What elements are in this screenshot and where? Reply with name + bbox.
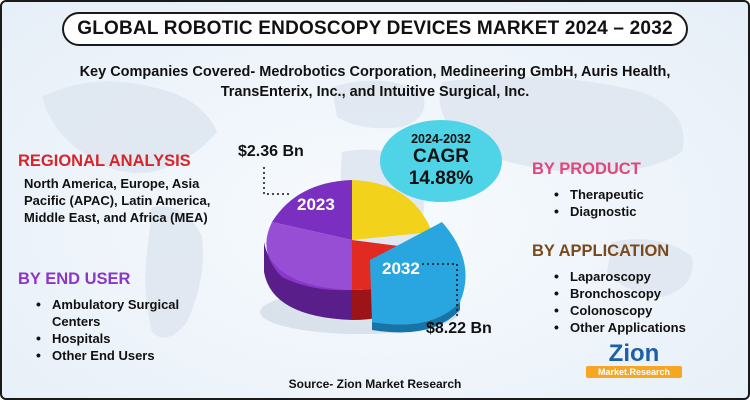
source-note: Source- Zion Market Research [288,377,462,391]
logo-subtitle: Market.Research [586,366,682,378]
list-item: Other End Users [34,347,214,364]
by-application-list: Laparoscopy Bronchoscopy Colonoscopy Oth… [552,268,722,336]
key-companies: Key Companies Covered- Medrobotics Corpo… [22,62,728,102]
pie-slice-blue [370,222,466,325]
logo-name: Zion [608,340,660,367]
regional-analysis-heading: REGIONAL ANALYSIS [18,152,191,170]
year-2023-label: 2023 [297,195,335,214]
leader-line-2023 [263,167,292,195]
market-value-2023: $2.36 Bn [238,143,304,160]
list-item: Diagnostic [552,203,712,220]
end-user-heading: BY END USER [18,270,131,288]
zion-logo: Zion Market.Research [586,342,682,394]
cagr-label: CAGR [413,146,469,167]
companies-line-1: Key Companies Covered- Medrobotics Corpo… [79,64,671,80]
pie-slice-yellow [352,180,432,240]
pie-slice-purple [272,180,352,240]
title-banner: GLOBAL ROBOTIC ENDOSCOPY DEVICES MARKET … [62,12,688,46]
list-item: Laparoscopy [552,268,722,285]
leader-line-2032 [422,263,458,317]
cagr-years: 2024-2032 [411,132,471,146]
market-value-2032: $8.22 Bn [426,320,492,337]
year-2032-label: 2032 [382,259,420,278]
pie-slice-violet [266,222,352,291]
list-item: Other Applications [552,319,722,336]
list-item: Hospitals [34,330,214,347]
regional-analysis-text: North America, Europe, Asia Pacific (APA… [24,176,211,225]
cagr-value: 14.88% [408,168,474,189]
pie-side-purple [264,242,352,320]
page-title: GLOBAL ROBOTIC ENDOSCOPY DEVICES MARKET … [77,18,673,39]
list-item: Colonoscopy [552,302,722,319]
list-item: Bronchoscopy [552,285,722,302]
by-application-heading: BY APPLICATION [532,242,670,260]
pie-side-blue [372,302,460,333]
end-user-list: Ambulatory Surgical Centers Hospitals Ot… [34,296,214,364]
market-pie-graphic: 2023 2032 [260,180,466,334]
by-product-list: Therapeutic Diagnostic [552,186,712,220]
cagr-bubble: 2024-2032 CAGR 14.88% [380,120,502,202]
list-item: Therapeutic [552,186,712,203]
list-item: Ambulatory Surgical Centers [34,296,214,330]
companies-line-2: TransEnterix, Inc., and Intuitive Surgic… [220,84,530,100]
by-product-heading: BY PRODUCT [532,160,641,178]
